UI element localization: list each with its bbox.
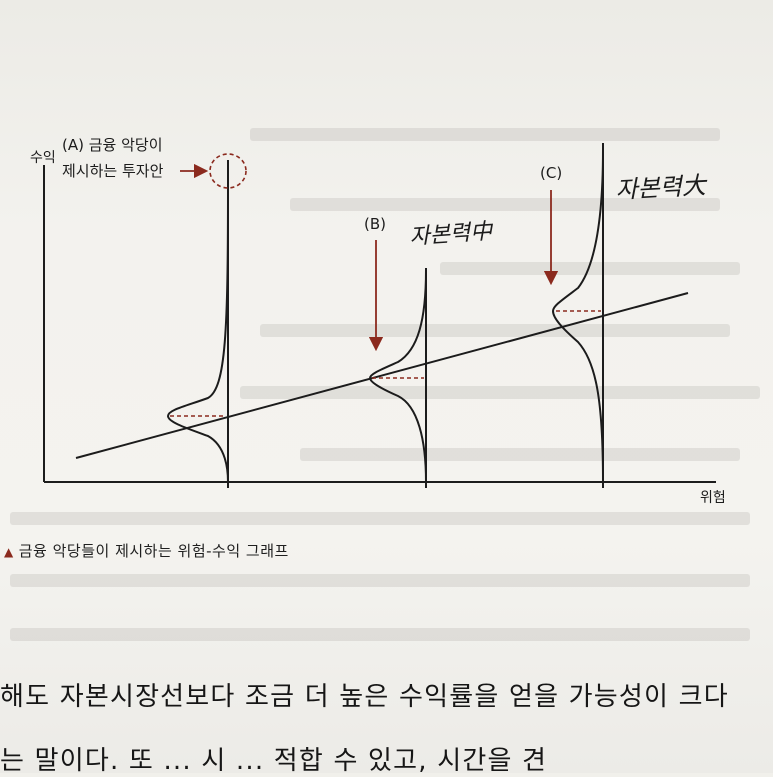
body-text-line: 해도 자본시장선보다 조금 더 높은 수익률을 얻을 가능성이 크다 (0, 682, 729, 712)
bleed-through-text (440, 262, 740, 275)
body-text-line: 는 말이다. 또 ... 시 ... 적합 수 있고, 시간을 견 (0, 746, 548, 776)
bleed-through-text (250, 128, 720, 141)
bleed-through-text (10, 574, 750, 587)
label-b: (B) (364, 215, 386, 233)
label-a-line2: 제시하는 투자안 (62, 162, 164, 180)
distribution-b-curve (368, 269, 427, 483)
handwritten-note-b: 자본력中 (409, 219, 495, 250)
bleed-through-text (10, 628, 750, 641)
y-axis-label: 수익 (30, 150, 56, 166)
bleed-through-text (240, 386, 760, 399)
figure-caption: ▲ 금융 악당들이 제시하는 위험-수익 그래프 (4, 540, 289, 561)
caption-marker: ▲ (4, 545, 14, 559)
label-c: (C) (540, 164, 562, 182)
caption-text: 금융 악당들이 제시하는 위험-수익 그래프 (18, 542, 289, 560)
bleed-through-text (290, 198, 720, 211)
capital-market-line (75, 292, 689, 459)
distribution-c-curve (551, 149, 604, 483)
handwritten-note-c: 자본력大 (615, 171, 709, 204)
bleed-through-text (260, 324, 730, 337)
distribution-a-curve (166, 184, 229, 483)
label-a-line1: (A) 금융 악당이 (62, 136, 163, 154)
highlight-circle (209, 153, 247, 189)
x-axis-label: 위험 (700, 490, 726, 506)
bleed-through-text (10, 512, 750, 525)
bleed-through-text (300, 448, 740, 461)
